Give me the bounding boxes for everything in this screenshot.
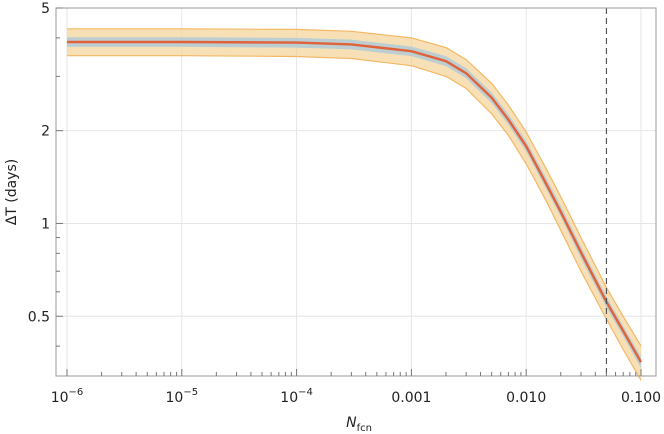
confidence-bands (67, 28, 642, 381)
outer-band (67, 28, 641, 381)
x-tick-label-2: 10−4 (280, 387, 313, 406)
x-tick-label-0-base: 10 (51, 390, 69, 406)
x-tick-label-3: 0.001 (391, 390, 431, 406)
y-tick-label-1: 1 (41, 216, 50, 232)
x-tick-label-2-exponent: −4 (298, 387, 313, 398)
x-tick-label-1-exponent: −5 (183, 387, 198, 398)
plot-frame (55, 7, 657, 377)
series-lines (67, 8, 643, 376)
outer-band-upper-edge (67, 28, 642, 347)
outer-band-lower-edge (67, 55, 642, 381)
y-tick-label-2: 2 (41, 124, 50, 140)
x-tick-label-4: 0.010 (506, 390, 546, 406)
central-line (67, 40, 643, 363)
x-axis-label: Nfcn (346, 415, 372, 434)
plot-border (55, 7, 657, 377)
axis-ticks (56, 7, 642, 376)
x-tick-label-0-exponent: −6 (69, 387, 84, 398)
x-axis-label-main: N (346, 415, 357, 431)
x-tick-label-2-base: 10 (280, 390, 298, 406)
y-tick-label-3: 5 (41, 1, 50, 17)
y-tick-labels: 0.5 1 2 5 (28, 1, 50, 325)
x-tick-label-1: 10−5 (166, 387, 199, 406)
x-tick-label-1-base: 10 (166, 390, 184, 406)
x-tick-label-5: 0.100 (621, 390, 661, 406)
y-tick-label-0: 0.5 (28, 309, 50, 325)
x-tick-label-0: 10−6 (51, 387, 84, 406)
x-axis-label-subscript: fcn (357, 423, 372, 434)
y-axis-label: ΔT (days) (4, 159, 20, 226)
x-tick-labels: 10−6 10−5 10−4 0.001 0.010 0.100 (51, 387, 661, 406)
